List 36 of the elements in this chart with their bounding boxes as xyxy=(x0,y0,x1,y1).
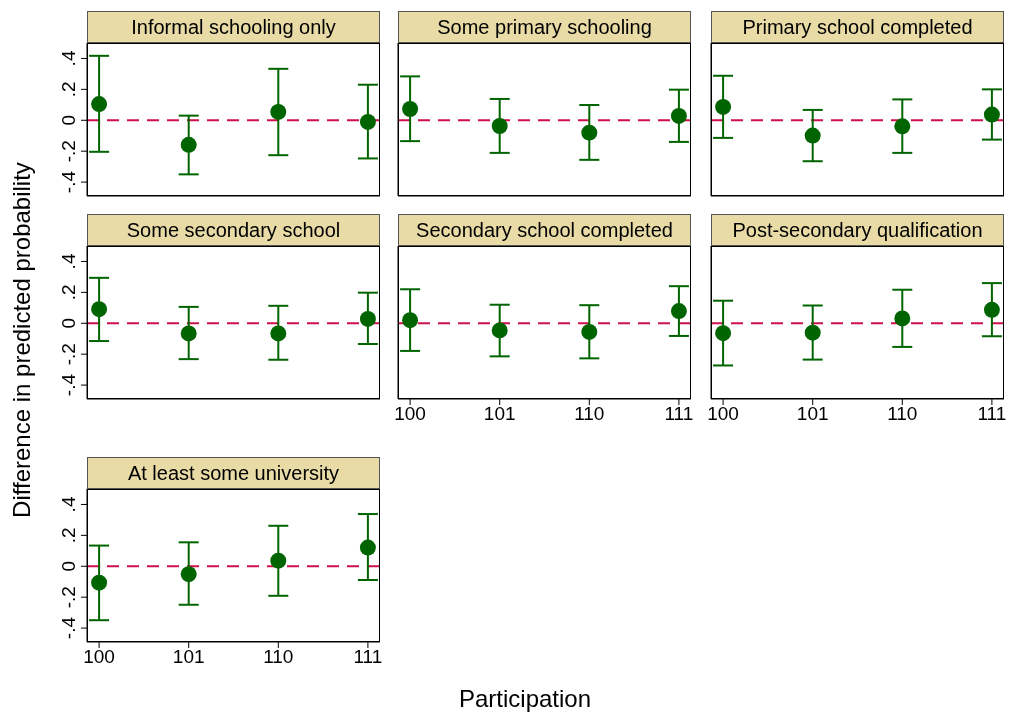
chart-title: Secondary school completed xyxy=(398,214,691,246)
chart-title: Some secondary school xyxy=(87,214,380,246)
x-tick-label: 101 xyxy=(796,403,829,425)
y-tick-label: 0 xyxy=(58,560,79,572)
y-tick-label: -.4 xyxy=(58,170,79,194)
chart-title: Primary school completed xyxy=(711,11,1004,43)
y-tick-label: -.2 xyxy=(58,343,79,366)
y-tick-label: 0 xyxy=(58,317,79,329)
x-tick-label: 110 xyxy=(887,403,918,425)
x-tick-label: 111 xyxy=(353,646,383,668)
chart-title: Informal schooling only xyxy=(87,11,380,43)
chart-title: Some primary schooling xyxy=(398,11,691,43)
y-tick-label: .2 xyxy=(58,527,79,544)
y-tick-label: .2 xyxy=(58,284,79,301)
y-axis-title: Difference in predicted probability xyxy=(8,162,36,518)
x-tick-label: 111 xyxy=(977,403,1007,425)
y-tick-label: .2 xyxy=(58,81,79,98)
x-tick-label: 100 xyxy=(707,403,739,425)
x-tick-label: 101 xyxy=(172,646,205,668)
y-tick-label: -.4 xyxy=(58,616,79,640)
y-tick-label: -.2 xyxy=(58,140,79,163)
y-tick-label: -.2 xyxy=(58,586,79,609)
x-tick-label: 110 xyxy=(263,646,294,668)
x-axis-title: Participation xyxy=(458,685,592,713)
x-tick-label: 100 xyxy=(83,646,115,668)
x-tick-label: 100 xyxy=(394,403,426,425)
chart-title: At least some university xyxy=(87,457,380,489)
chart-title: Post-secondary qualification xyxy=(711,214,1004,246)
y-tick-label: .4 xyxy=(58,496,79,513)
x-tick-label: 101 xyxy=(483,403,516,425)
x-tick-label: 111 xyxy=(664,403,694,425)
y-tick-label: .4 xyxy=(58,253,79,270)
y-tick-label: .4 xyxy=(58,50,79,67)
y-tick-label: 0 xyxy=(58,114,79,126)
y-tick-label: -.4 xyxy=(58,373,79,397)
x-tick-label: 110 xyxy=(574,403,605,425)
